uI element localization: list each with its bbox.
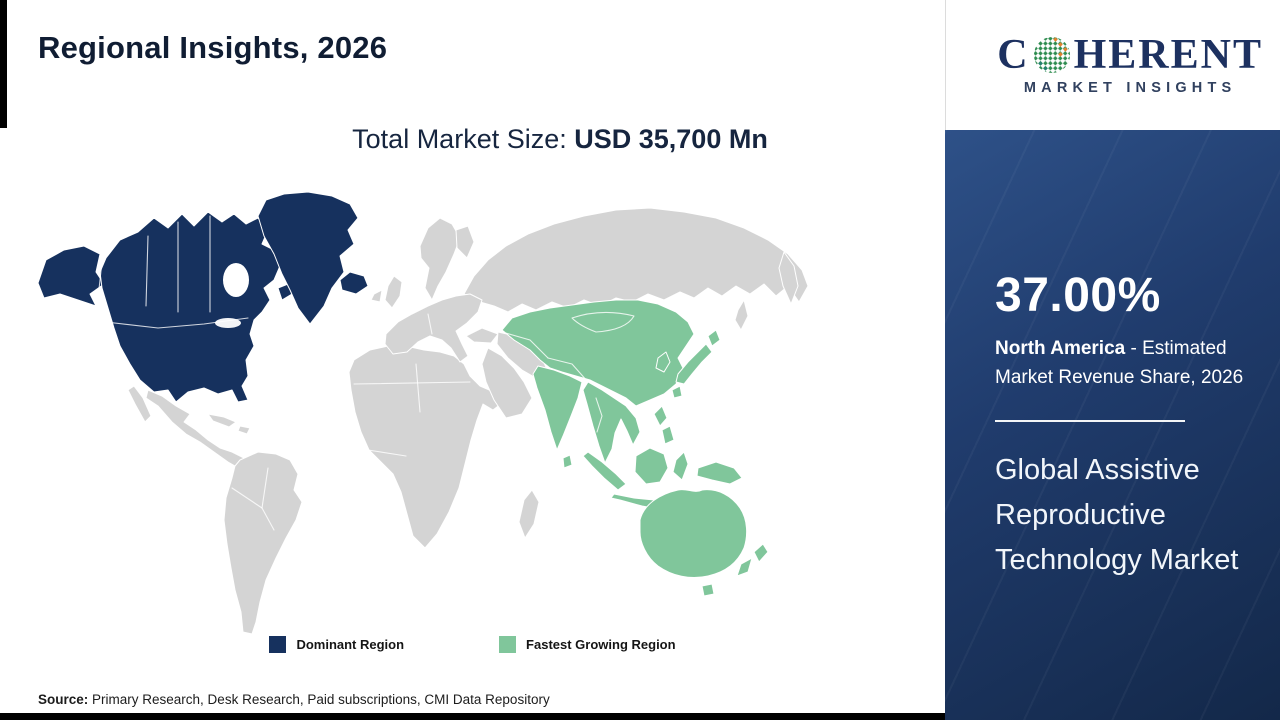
- map-border-lines: [97, 215, 635, 531]
- source-note: Source: Primary Research, Desk Research,…: [38, 692, 550, 707]
- total-market-size-value: USD 35,700 Mn: [574, 124, 768, 154]
- brand-suffix: HERENT: [1073, 32, 1263, 78]
- panel-divider: [995, 420, 1185, 422]
- map-water-details: [215, 263, 249, 328]
- share-value: 37.00%: [995, 269, 1161, 322]
- region-north-america: [37, 191, 369, 403]
- total-market-size: Total Market Size: USD 35,700 Mn: [180, 124, 940, 155]
- main-content: Regional Insights, 2026 Total Market Siz…: [0, 30, 945, 707]
- page-title: Regional Insights, 2026: [38, 30, 388, 65]
- share-description-text: - Estimated Market Revenue Share, 2026: [995, 338, 1244, 388]
- map-legend: Dominant Region Fastest Growing Region: [0, 636, 945, 653]
- market-title: Global Assistive Reproductive Technology…: [995, 454, 1239, 576]
- source-text: Primary Research, Desk Research, Paid su…: [92, 692, 550, 707]
- brand-wordmark: C: [997, 34, 1263, 76]
- region-asia-pacific: [501, 299, 769, 597]
- brand-tagline: MARKET INSIGHTS: [1023, 80, 1237, 96]
- total-market-size-label: Total Market Size:: [352, 124, 567, 154]
- share-description: North America - Estimated Market Revenue…: [995, 335, 1252, 392]
- legend-item-fastest-growing: Fastest Growing Region: [499, 636, 676, 653]
- right-column: C: [945, 0, 1280, 720]
- bottom-accent-bar: [0, 713, 945, 720]
- coherent-market-insights-logo: C: [997, 34, 1263, 96]
- legend-swatch-dominant: [269, 636, 287, 653]
- world-map: [37, 191, 809, 635]
- logo-strip: C: [945, 0, 1280, 130]
- legend-item-dominant: Dominant Region: [269, 636, 404, 653]
- share-region: North America: [995, 338, 1126, 359]
- legend-label-fastest-growing: Fastest Growing Region: [526, 637, 676, 652]
- legend-label-dominant: Dominant Region: [296, 637, 405, 652]
- region-rest-of-world: [127, 207, 809, 635]
- brand-prefix: C: [997, 32, 1030, 78]
- insight-panel: 37.00% North America - Estimated Market …: [945, 130, 1280, 720]
- dotted-globe-icon: [1033, 36, 1070, 74]
- source-label: Source:: [38, 692, 89, 707]
- legend-swatch-fastest-growing: [499, 636, 517, 653]
- left-accent-bar: [0, 0, 7, 128]
